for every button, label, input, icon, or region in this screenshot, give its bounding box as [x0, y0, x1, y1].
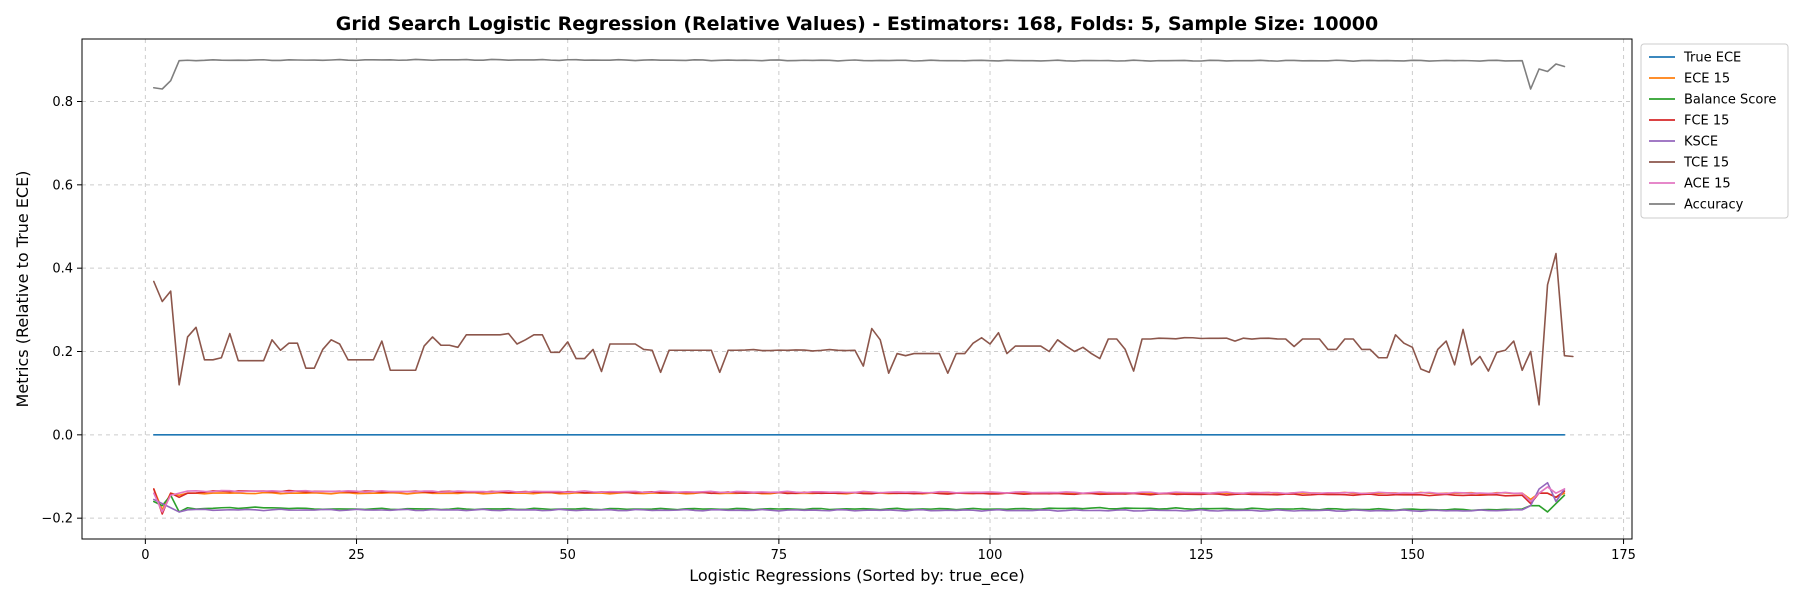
grid: [82, 39, 1632, 539]
legend-label: True ECE: [1683, 51, 1741, 66]
x-tick-label: 0: [141, 548, 149, 563]
legend-label: Accuracy: [1684, 198, 1744, 213]
y-axis-ticks: −0.2 0.0 0.2 0.4 0.6 0.8: [41, 95, 82, 527]
legend-label: ACE 15: [1684, 177, 1731, 192]
plot-frame: [81, 38, 1633, 540]
x-tick-label: 25: [348, 548, 365, 563]
series-lines: [153, 58, 1574, 515]
x-tick-label: 150: [1400, 548, 1425, 563]
y-tick-label: 0.0: [52, 428, 73, 443]
legend-label: ECE 15: [1684, 72, 1730, 87]
y-tick-label: 0.2: [52, 345, 73, 360]
legend-box: [1640, 43, 1789, 219]
x-tick-label: 75: [771, 548, 788, 563]
series-line-balance-score: [153, 494, 1566, 513]
y-tick-label: 0.6: [52, 178, 73, 193]
x-tick-label: 125: [1189, 548, 1214, 563]
y-tick-label: 0.4: [52, 262, 73, 277]
x-axis-label: Logistic Regressions (Sorted by: true_ec…: [689, 566, 1025, 586]
y-tick-label: −0.2: [41, 512, 73, 527]
x-tick-label: 175: [1611, 548, 1636, 563]
x-tick-label: 50: [559, 548, 576, 563]
legend-label: FCE 15: [1684, 114, 1729, 129]
legend: True ECE ECE 15 Balance Score FCE 15 KSCE TCE…: [1640, 43, 1789, 219]
legend-label: Balance Score: [1684, 93, 1776, 108]
y-axis-label: Metrics (Relative to True ECE): [13, 171, 32, 408]
series-line-tce-15: [153, 252, 1574, 406]
series-line-ace-15: [153, 486, 1566, 513]
x-axis-ticks: 0 25 50 75 100 125 150 175: [141, 539, 1636, 563]
legend-label: KSCE: [1684, 135, 1718, 150]
chart-title: Grid Search Logistic Regression (Relativ…: [336, 13, 1379, 35]
series-line-ksce: [153, 481, 1566, 513]
series-line-accuracy: [153, 58, 1566, 90]
x-tick-label: 100: [978, 548, 1003, 563]
legend-label: TCE 15: [1683, 156, 1729, 171]
y-tick-label: 0.8: [52, 95, 73, 110]
